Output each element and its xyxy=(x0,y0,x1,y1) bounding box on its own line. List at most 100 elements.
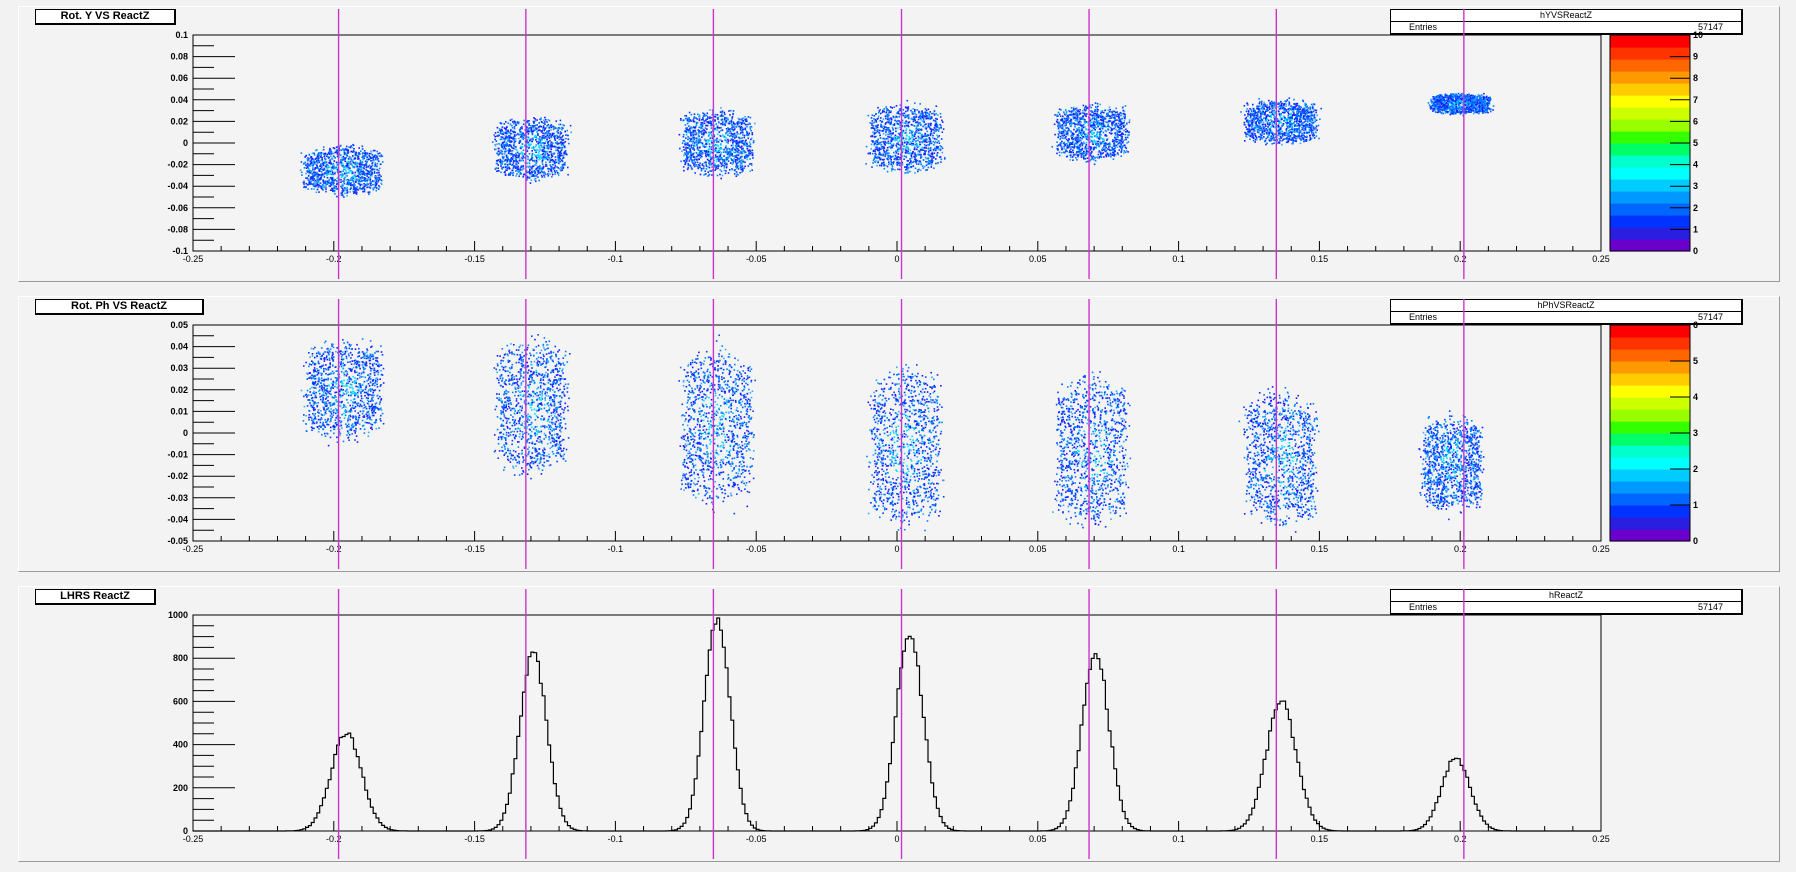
bin xyxy=(710,121,713,123)
bin xyxy=(494,132,497,134)
bin xyxy=(1063,141,1066,144)
bin xyxy=(380,163,382,165)
bin xyxy=(895,162,898,165)
bin xyxy=(381,183,383,186)
bin xyxy=(727,142,729,144)
bin xyxy=(515,170,517,172)
bin xyxy=(526,131,529,133)
bin xyxy=(682,146,685,148)
bin xyxy=(550,156,553,159)
bin xyxy=(515,134,518,136)
bin xyxy=(734,155,736,157)
bin xyxy=(883,149,885,152)
bin xyxy=(531,139,533,141)
bin xyxy=(725,166,728,169)
bin xyxy=(533,175,536,177)
bin xyxy=(735,156,738,158)
bin xyxy=(364,160,367,163)
bin xyxy=(380,154,382,156)
bin xyxy=(723,167,726,169)
bin xyxy=(535,127,537,129)
bin xyxy=(360,162,362,164)
bin xyxy=(342,148,344,150)
bin xyxy=(501,163,504,165)
bin xyxy=(548,145,550,148)
bin xyxy=(885,152,887,155)
bin xyxy=(730,122,732,125)
bin xyxy=(750,137,753,140)
bin xyxy=(346,163,348,166)
bin xyxy=(521,135,524,137)
bin xyxy=(362,173,364,176)
bin xyxy=(909,138,911,140)
bin xyxy=(713,135,716,138)
bin xyxy=(929,160,932,162)
bin xyxy=(685,150,688,153)
bin xyxy=(920,147,923,149)
bin xyxy=(550,168,553,170)
bin xyxy=(925,128,927,130)
pad-rot-y-vs-reactz: Rot. Y VS ReactZ hYVSReactZ Entries 5714… xyxy=(18,6,1780,282)
bin xyxy=(902,137,905,140)
bin xyxy=(340,194,343,196)
bin xyxy=(730,162,732,164)
bin xyxy=(336,183,338,185)
bin xyxy=(540,125,542,128)
bin xyxy=(875,146,877,148)
bin xyxy=(1085,115,1087,117)
bin xyxy=(704,170,706,172)
bin xyxy=(513,165,516,167)
bin xyxy=(896,119,899,122)
bin xyxy=(367,176,370,179)
bin xyxy=(374,162,376,164)
bin xyxy=(323,155,325,158)
bin xyxy=(887,116,889,118)
bin xyxy=(925,169,927,171)
bin xyxy=(323,185,326,188)
bin xyxy=(334,186,337,189)
bin xyxy=(560,152,563,155)
bin xyxy=(1084,146,1087,148)
bin xyxy=(1067,109,1070,112)
bin xyxy=(354,187,357,189)
bin xyxy=(554,156,557,158)
bin xyxy=(893,106,896,108)
bin xyxy=(732,136,734,138)
bin xyxy=(363,177,366,179)
bin xyxy=(915,163,918,165)
bin xyxy=(1061,134,1064,137)
bin xyxy=(740,130,743,132)
bin xyxy=(362,158,364,161)
bin xyxy=(877,155,880,158)
bin xyxy=(731,124,733,126)
bin xyxy=(521,137,523,139)
bin xyxy=(364,164,366,166)
bin xyxy=(940,146,943,148)
bin xyxy=(356,166,358,168)
bin xyxy=(747,116,750,118)
bin xyxy=(547,173,549,175)
bin xyxy=(300,171,303,174)
bin xyxy=(698,146,701,149)
bin xyxy=(364,177,367,180)
bin xyxy=(332,181,334,183)
bin xyxy=(739,127,742,129)
bin xyxy=(540,131,543,133)
bin xyxy=(1070,131,1073,134)
bin xyxy=(910,123,913,126)
bin xyxy=(693,113,696,115)
bin xyxy=(1092,148,1095,151)
bin xyxy=(510,150,512,152)
bin xyxy=(709,155,712,158)
bin xyxy=(519,173,521,175)
bin xyxy=(941,119,943,122)
bin xyxy=(903,122,905,124)
bin xyxy=(1070,135,1072,137)
bin xyxy=(316,155,319,158)
bin xyxy=(914,132,916,134)
bin xyxy=(500,128,503,131)
bin xyxy=(930,142,932,144)
bin xyxy=(697,138,699,140)
bin xyxy=(369,176,372,179)
bin xyxy=(871,122,873,125)
